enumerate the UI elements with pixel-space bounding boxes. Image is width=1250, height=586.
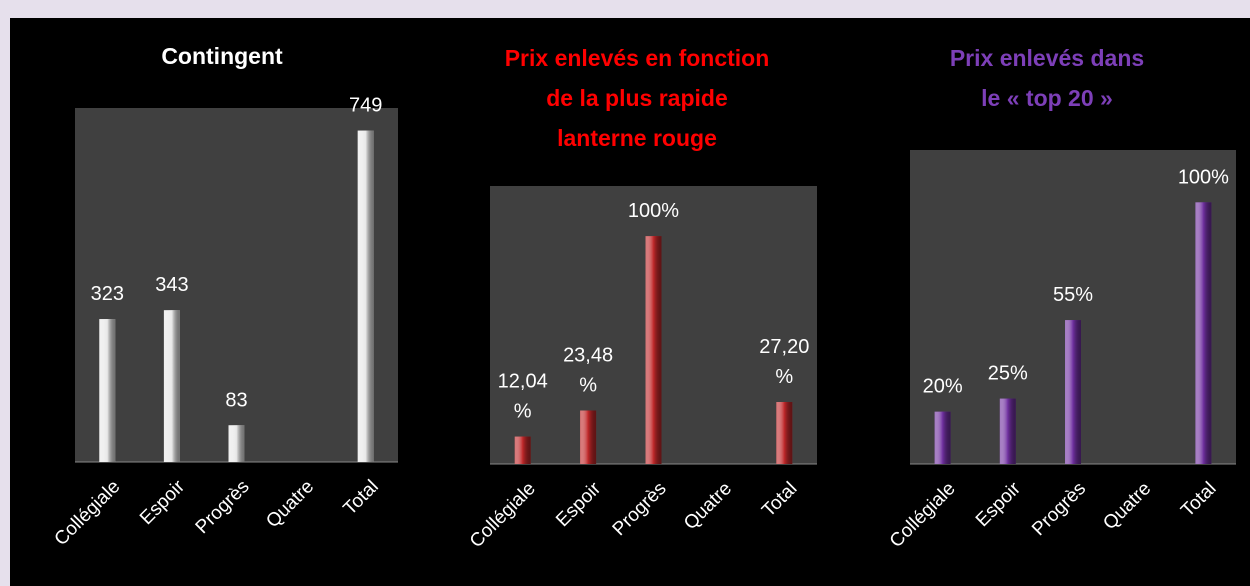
data-label: 27,20% (759, 336, 809, 388)
bar-shade (99, 319, 116, 462)
bar-shade (934, 411, 951, 464)
bar-shade (1195, 202, 1212, 465)
bar-shade (999, 398, 1016, 464)
data-label: 100% (1178, 167, 1229, 189)
bar-shade (580, 410, 597, 464)
bar-shade (645, 236, 662, 464)
bar-shade (228, 425, 245, 462)
data-label: 323 (91, 283, 124, 305)
data-label: 55% (1053, 284, 1093, 306)
chart-title: Prix enlevés en fonction (505, 45, 770, 71)
bar-shade (776, 402, 793, 464)
data-label: 100% (628, 200, 679, 222)
bar-shade (163, 310, 180, 462)
chart-title: le « top 20 » (981, 85, 1113, 111)
bar-shade (514, 436, 531, 464)
data-label: 12,04% (498, 371, 548, 423)
chart-title: de la plus rapide (546, 85, 728, 111)
chart-title: lanterne rouge (557, 125, 717, 151)
data-label: 749 (349, 95, 382, 117)
chart-title: Prix enlevés dans (950, 45, 1144, 71)
data-label: 343 (155, 275, 188, 297)
data-label: 23,48% (563, 345, 613, 397)
data-label: 83 (225, 390, 247, 412)
chart-title: Contingent (161, 43, 283, 69)
data-label: 25% (988, 363, 1028, 385)
bar-shade (357, 130, 374, 462)
plot-area (75, 108, 398, 462)
bar-shade (1065, 320, 1081, 464)
data-label: 20% (923, 376, 963, 398)
